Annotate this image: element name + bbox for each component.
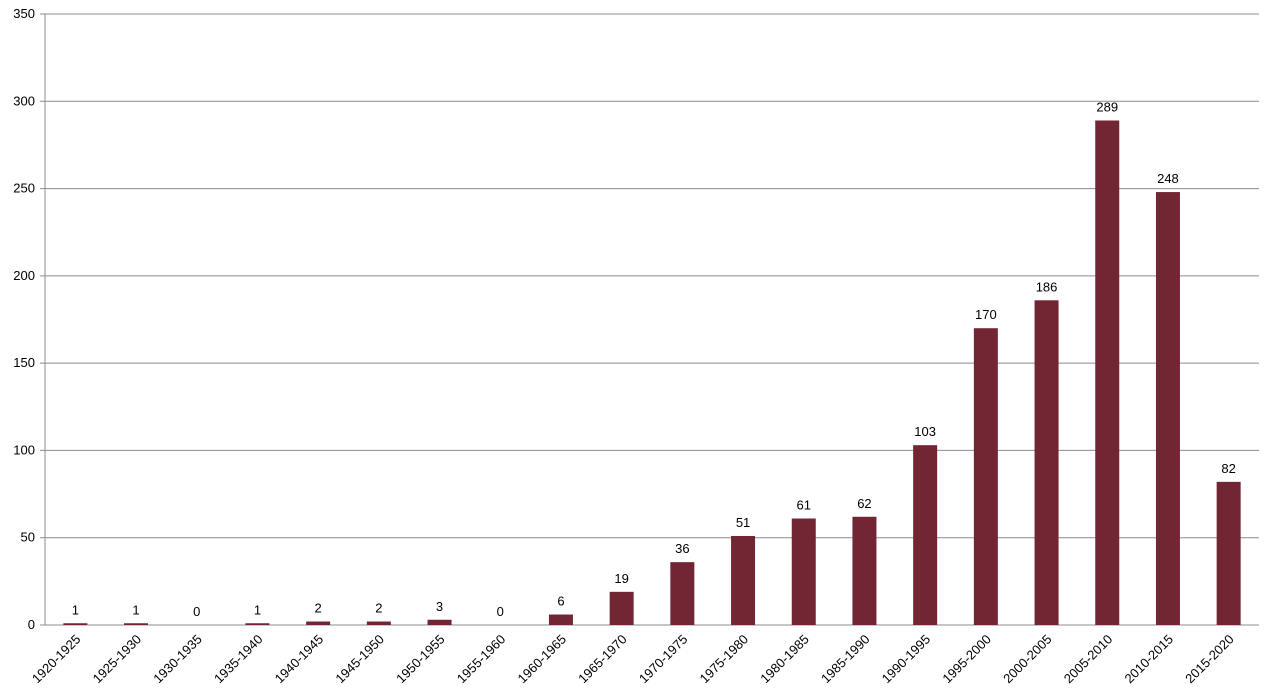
data-label: 1: [132, 602, 139, 617]
x-tick-label: 1970-1975: [636, 632, 691, 687]
bar: [245, 623, 270, 625]
y-tick-label: 300: [13, 93, 35, 108]
y-tick-label: 350: [13, 6, 35, 21]
y-tick-label: 150: [13, 355, 35, 370]
bar: [1155, 192, 1180, 625]
bar: [670, 562, 695, 625]
bar: [548, 614, 573, 625]
y-tick-label: 0: [28, 617, 35, 632]
bar: [1216, 481, 1241, 625]
bar: [366, 621, 391, 625]
data-label: 1: [72, 602, 79, 617]
data-label: 103: [914, 424, 936, 439]
x-tick-label: 1935-1940: [211, 632, 266, 687]
data-label: 3: [436, 599, 443, 614]
x-tick-label: 2000-2005: [1000, 632, 1055, 687]
bar: [1095, 120, 1120, 625]
data-label: 0: [497, 604, 504, 619]
data-label: 19: [614, 571, 628, 586]
bar: [124, 623, 149, 625]
data-label: 51: [736, 515, 750, 530]
data-label: 2: [315, 601, 322, 616]
data-label: 289: [1096, 99, 1118, 114]
y-tick-label: 250: [13, 181, 35, 196]
x-tick-label: 1960-1965: [515, 632, 570, 687]
bar: [852, 516, 877, 625]
x-tick-label: 1975-1980: [697, 632, 752, 687]
data-label: 82: [1221, 461, 1235, 476]
x-tick-label: 1995-2000: [939, 632, 994, 687]
bar: [427, 619, 452, 625]
bar: [1034, 300, 1059, 625]
data-label: 6: [557, 594, 564, 609]
bar: [973, 328, 998, 625]
x-tick-label: 2005-2010: [1061, 632, 1116, 687]
x-tick-label: 1940-1945: [272, 632, 327, 687]
bar: [913, 445, 938, 625]
x-tick-label: 1925-1930: [90, 632, 145, 687]
x-tick-label: 1985-1990: [818, 632, 873, 687]
data-label: 248: [1157, 171, 1179, 186]
data-label: 2: [375, 601, 382, 616]
x-tick-label: 1950-1955: [393, 632, 448, 687]
y-tick-label: 100: [13, 442, 35, 457]
x-tick-label: 1990-1995: [879, 632, 934, 687]
y-tick-label: 200: [13, 268, 35, 283]
bar: [731, 535, 756, 625]
x-tick-label: 1980-1985: [757, 632, 812, 687]
data-label: 62: [857, 496, 871, 511]
data-label: 170: [975, 307, 997, 322]
bar: [609, 591, 634, 625]
x-tick-label: 2010-2015: [1122, 632, 1177, 687]
bar: [306, 621, 331, 625]
data-label: 0: [193, 604, 200, 619]
data-label: 186: [1036, 279, 1058, 294]
bar: [63, 623, 88, 625]
x-tick-label: 1920-1925: [29, 632, 84, 687]
bar: [791, 518, 816, 625]
x-tick-label: 1955-1960: [454, 632, 509, 687]
x-tick-label: 1965-1970: [575, 632, 630, 687]
x-tick-label: 2015-2020: [1182, 632, 1237, 687]
data-label: 61: [797, 498, 811, 513]
y-tick-label: 50: [21, 530, 35, 545]
data-label: 36: [675, 541, 689, 556]
data-label: 1: [254, 602, 261, 617]
x-tick-label: 1945-1950: [332, 632, 387, 687]
x-tick-label: 1930-1935: [150, 632, 205, 687]
